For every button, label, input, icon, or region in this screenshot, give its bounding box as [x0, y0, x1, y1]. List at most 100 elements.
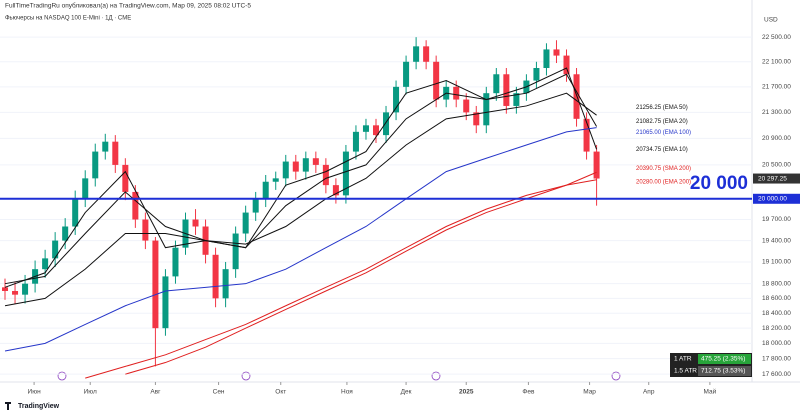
- y-tick-label: 19 400.00: [762, 237, 791, 244]
- candle-body: [72, 198, 79, 227]
- candle-body: [493, 74, 500, 94]
- event-icons: [57, 371, 621, 381]
- last-price-box: [753, 173, 800, 184]
- candle-body: [433, 61, 440, 100]
- candle-body: [553, 49, 560, 56]
- candle-body: [342, 151, 349, 196]
- candle-body: [352, 131, 359, 152]
- candle-body: [332, 185, 339, 196]
- candle-body: [583, 118, 590, 152]
- candle-body: [463, 99, 470, 113]
- candle-body: [362, 125, 369, 132]
- ma-label: 21065.00 (EMA 100): [636, 130, 691, 136]
- candle-body: [222, 269, 229, 299]
- x-tick-label: Июл: [84, 389, 97, 396]
- candle-body: [302, 158, 309, 172]
- atr-name: 1.5 ATR: [674, 368, 697, 375]
- candle-body: [132, 191, 139, 220]
- y-tick-label: 18 200.00: [762, 325, 791, 332]
- last-price-label: 20 297.25: [758, 175, 787, 182]
- candle-body: [122, 164, 129, 192]
- x-tick-label: Фев: [522, 389, 535, 396]
- candle-body: [272, 178, 279, 182]
- y-tick-label: 18 600.00: [762, 295, 791, 302]
- candle-body: [102, 141, 109, 152]
- candle-body: [503, 74, 510, 106]
- candle-body: [252, 198, 259, 213]
- candle-body: [533, 68, 540, 81]
- candle-body: [473, 112, 480, 126]
- footer-logo: TradingView: [18, 403, 60, 410]
- x-tick-label: 2025: [459, 389, 474, 396]
- y-tick-label: 17 800.00: [762, 355, 791, 362]
- ma-label: 20734.75 (EMA 10): [636, 147, 688, 153]
- candle-body: [2, 287, 9, 291]
- y-tick-label: 18 000.00: [762, 340, 791, 347]
- candle-body: [92, 151, 99, 179]
- y-tick-label: 22 500.00: [762, 34, 791, 41]
- ma-line: [4, 127, 597, 352]
- atr-name: 1 ATR: [674, 356, 692, 363]
- y-tick-label: 22 100.00: [762, 59, 791, 66]
- atr-value-box: [698, 354, 751, 364]
- candle-body: [242, 212, 249, 234]
- y-tick-label: 19 700.00: [762, 216, 791, 223]
- candle-body: [453, 86, 460, 100]
- y-tick-label: 20 500.00: [762, 162, 791, 169]
- level-axis-label: 20 000.00: [758, 196, 787, 203]
- y-tick-label: 18 800.00: [762, 280, 791, 287]
- candle-body: [483, 93, 490, 126]
- ma-label: 20390.75 (SMA 200): [636, 166, 691, 172]
- y-tick-label: 20 900.00: [762, 135, 791, 142]
- atr-value: 712.75 (3.53%): [701, 368, 745, 375]
- level-label: 20 000: [690, 173, 748, 194]
- candle-body: [312, 158, 319, 165]
- header-title: FullTimeTradingRu опубликовал(а) на Trad…: [5, 2, 251, 10]
- ma-label: 21256.25 (EMA 50): [636, 105, 688, 111]
- candle-body: [292, 161, 299, 172]
- x-tick-label: Апр: [643, 389, 655, 396]
- x-tick-label: Дек: [401, 389, 412, 396]
- ma-line: [4, 73, 598, 285]
- atr-value: 475.25 (2.35%): [701, 356, 745, 363]
- atr-value-box: [698, 366, 751, 376]
- x-tick-label: Мар: [583, 389, 596, 396]
- candle-body: [262, 181, 269, 199]
- candle-body: [212, 254, 219, 299]
- x-tick-label: Ноя: [341, 389, 353, 396]
- x-tick-label: Сен: [213, 389, 225, 396]
- x-tick-label: Авг: [150, 389, 161, 396]
- ma-line: [4, 67, 598, 288]
- candle-body: [152, 240, 159, 329]
- candle-body: [22, 283, 29, 295]
- candle-body: [403, 61, 410, 87]
- candle-body: [162, 276, 169, 329]
- candle-body: [372, 125, 380, 136]
- candle-body: [593, 151, 600, 179]
- ma-line: [85, 179, 597, 379]
- candle-body: [42, 258, 49, 270]
- y-tick-label: 17 600.00: [762, 371, 791, 378]
- candle-body: [423, 46, 430, 62]
- candle-body: [322, 164, 329, 186]
- candle-body: [62, 226, 69, 241]
- plot: [0, 36, 752, 379]
- candle-body: [172, 247, 179, 277]
- x-tick-label: Окт: [275, 389, 286, 396]
- candle-body: [383, 112, 390, 136]
- candle-body: [82, 178, 89, 199]
- y-tick-label: 19 100.00: [762, 259, 791, 266]
- x-tick-label: Май: [704, 388, 717, 396]
- logo-icon: [5, 402, 11, 410]
- candle-body: [192, 219, 199, 227]
- y-tick-label: 21 700.00: [762, 84, 791, 91]
- candle-body: [232, 233, 239, 270]
- y-tick-label: 21 300.00: [762, 109, 791, 116]
- chart-title: Фьючерсы на NASDAQ 100 E-Mini · 1Д · CME: [5, 16, 131, 22]
- candle-body: [543, 49, 550, 69]
- candle-body: [513, 93, 520, 106]
- ma-line: [4, 92, 597, 307]
- candle-body: [282, 161, 289, 179]
- candle-body: [393, 86, 400, 113]
